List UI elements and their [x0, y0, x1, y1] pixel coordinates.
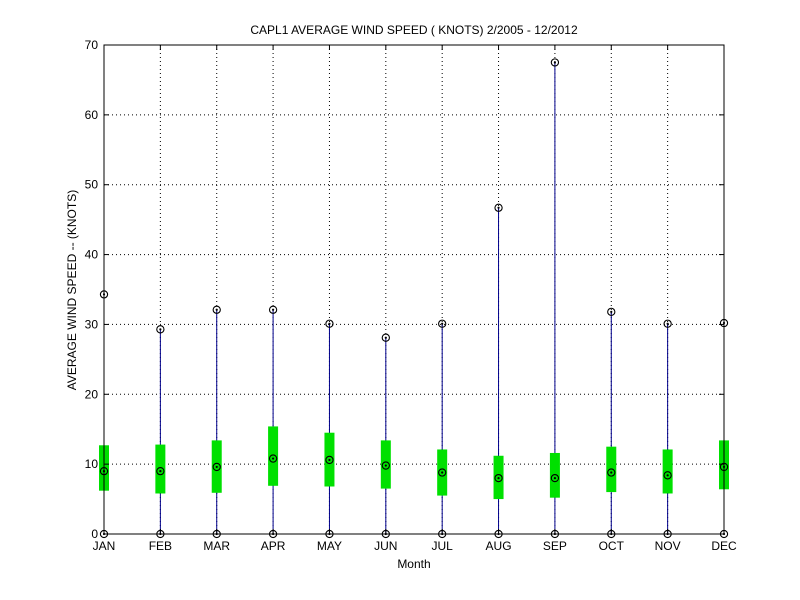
- median-marker: [438, 468, 447, 477]
- iqr-box: [155, 444, 166, 494]
- x-tick-label: MAY: [317, 539, 342, 553]
- max-marker: [156, 325, 165, 334]
- median-marker-dot: [497, 477, 500, 480]
- median-marker-dot: [610, 471, 613, 474]
- max-marker: [325, 319, 334, 328]
- max-marker-dot: [553, 61, 557, 64]
- median-marker: [494, 473, 503, 483]
- x-tick-label: NOV: [655, 539, 681, 553]
- median-marker-dot: [441, 471, 444, 474]
- median-marker-dot: [384, 464, 387, 467]
- median-marker-dot: [271, 457, 275, 460]
- box-jul: [437, 319, 448, 539]
- max-marker: [663, 319, 672, 328]
- chart-title: CAPL1 AVERAGE WIND SPEED ( KNOTS) 2/2005…: [250, 23, 578, 37]
- y-tick-label: 20: [85, 387, 99, 401]
- x-tick-label: DEC: [711, 539, 737, 553]
- x-tick-label: FEB: [149, 539, 172, 553]
- plot-background: [104, 45, 724, 534]
- y-tick-label: 50: [85, 178, 99, 192]
- y-tick-label: 10: [85, 457, 99, 471]
- max-marker-dot: [497, 206, 500, 209]
- x-tick-label: AUG: [486, 539, 512, 553]
- y-axis-label: AVERAGE WIND SPEED -- (KNOTS): [65, 190, 79, 390]
- max-marker: [268, 305, 278, 314]
- max-marker-dot: [159, 328, 162, 331]
- max-marker: [607, 307, 616, 317]
- y-tick-label: 70: [85, 38, 99, 52]
- max-marker-dot: [384, 336, 387, 339]
- max-marker: [381, 333, 390, 342]
- median-marker: [325, 455, 334, 465]
- median-marker-dot: [328, 458, 331, 462]
- median-marker-dot: [159, 470, 162, 473]
- median-marker: [550, 473, 560, 483]
- median-marker: [268, 454, 278, 463]
- max-marker: [494, 203, 503, 212]
- median-marker: [381, 461, 390, 470]
- max-marker-dot: [441, 322, 444, 325]
- x-axis-ticks: JAN FEB MAR APR MAY JUN JUL AUG SEP OCT NOV DEC: [93, 45, 737, 553]
- max-marker-dot: [666, 322, 669, 325]
- x-tick-label: JUN: [374, 539, 397, 553]
- median-marker-dot: [553, 477, 557, 480]
- box-apr: [268, 305, 279, 539]
- plot-frame: [103, 44, 725, 535]
- x-tick-label: JUL: [432, 539, 454, 553]
- max-marker-dot: [215, 308, 218, 311]
- x-tick-label: MAR: [203, 539, 230, 553]
- x-tick-label: SEP: [543, 539, 567, 553]
- iqr-box: [268, 426, 279, 486]
- median-marker: [663, 471, 672, 480]
- max-marker-dot: [271, 308, 275, 311]
- y-tick-label: 40: [85, 248, 99, 262]
- max-marker-dot: [328, 322, 331, 325]
- x-axis-label: Month: [397, 557, 430, 571]
- y-tick-label: 60: [85, 108, 99, 122]
- max-marker: [550, 58, 560, 67]
- x-tick-label: APR: [261, 539, 286, 553]
- max-marker-dot: [610, 310, 613, 313]
- y-axis-ticks: 0 10 20 30 40 50 60 70: [85, 38, 724, 541]
- median-marker-dot: [666, 474, 669, 477]
- x-tick-label: OCT: [599, 539, 625, 553]
- iqr-box: [549, 452, 560, 498]
- x-tick-label: JAN: [93, 539, 116, 553]
- y-tick-label: 30: [85, 317, 99, 331]
- median-marker: [607, 468, 616, 477]
- box-aug: [493, 203, 504, 539]
- median-marker: [156, 466, 165, 476]
- max-marker: [212, 305, 221, 314]
- median-marker: [212, 462, 221, 472]
- max-marker: [438, 319, 447, 328]
- y-tick-label: 0: [91, 527, 98, 541]
- median-marker-dot: [215, 465, 218, 469]
